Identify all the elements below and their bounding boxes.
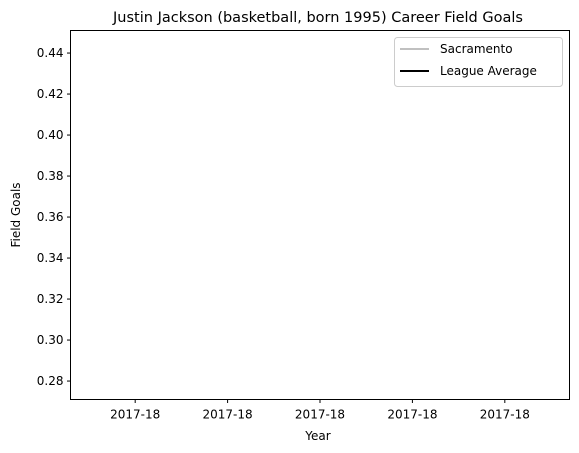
y-tick-label: 0.28 [37, 374, 64, 388]
x-tick-label: 2017-18 [480, 408, 530, 422]
x-axis-title: Year [304, 429, 330, 443]
x-tick-label: 2017-18 [110, 408, 160, 422]
y-tick-label: 0.36 [37, 210, 64, 224]
x-tick-label: 2017-18 [387, 408, 437, 422]
x-tick-label: 2017-18 [203, 408, 253, 422]
legend-box [394, 37, 563, 87]
y-tick-label: 0.30 [37, 333, 64, 347]
y-axis-title: Field Goals [9, 182, 23, 247]
y-tick-label: 0.38 [37, 169, 64, 183]
x-axis: 2017-18 2017-18 2017-18 2017-18 2017-18 [110, 399, 530, 422]
y-tick-label: 0.34 [37, 251, 64, 265]
y-axis: 0.28 0.30 0.32 0.34 0.36 0.38 0.40 0.42 0.44 [37, 46, 71, 388]
y-tick-label: 0.40 [37, 128, 64, 142]
chart-title: Justin Jackson (basketball, born 1995) C… [112, 10, 523, 26]
legend-label-sacramento: Sacramento [440, 42, 513, 56]
legend: Sacramento League Average [394, 37, 563, 87]
y-tick-label: 0.32 [37, 292, 64, 306]
legend-label-league-average: League Average [440, 64, 537, 78]
x-tick-label: 2017-18 [295, 408, 345, 422]
y-tick-label: 0.44 [37, 46, 64, 60]
y-tick-label: 0.42 [37, 87, 64, 101]
